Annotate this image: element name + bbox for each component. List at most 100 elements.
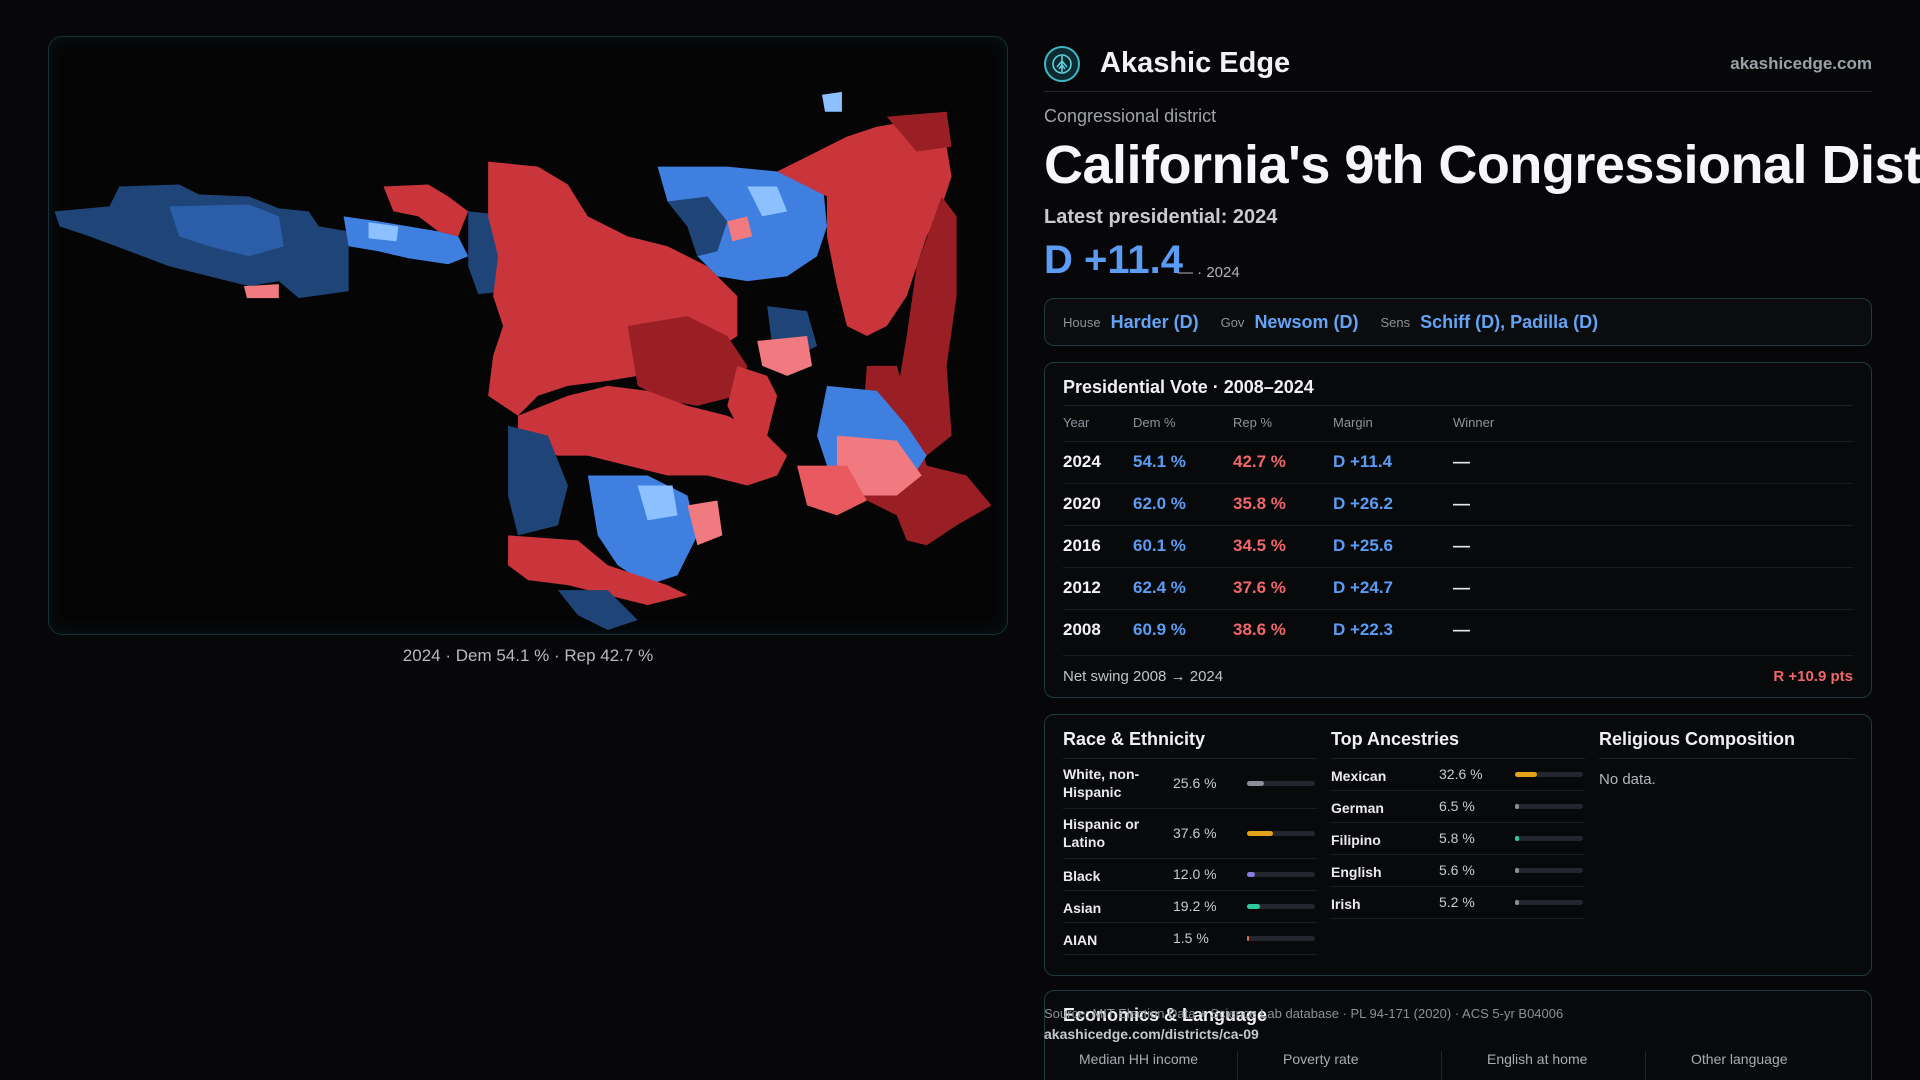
row-winner: — [1453,578,1470,597]
table-row: 2012 62.4 % 37.6 % D +24.7 — [1063,567,1853,609]
map-caption: 2024 · Dem 54.1 % · Rep 42.7 % [402,646,654,665]
ancestry-percent: 6.5 % [1439,798,1475,814]
ancestry-bar-fill [1515,772,1538,777]
col-rep: Rep % [1233,415,1273,430]
race-label: Hispanic or Latino [1063,816,1140,850]
map-region[interactable] [777,121,952,336]
house-label: House [1063,314,1101,330]
race-label: Black [1063,868,1101,884]
row-year: 2024 [1063,452,1101,471]
governor-link[interactable]: Newsom (D) [1254,311,1359,332]
race-percent: 1.5 % [1173,930,1209,946]
map-region[interactable] [896,196,957,456]
source-url-link[interactable]: akashicedge.com/districts/ca-09 [1044,1026,1259,1042]
race-bar [1247,904,1315,909]
ancestry-label: German [1331,800,1384,816]
demographics-card: Race & Ethnicity White, non-Hispanic 25.6… [1044,714,1872,976]
officials-bar: House Harder (D) Gov Newsom (D) Sens Sch… [1044,298,1872,346]
race-row: Black 12.0 % [1063,859,1317,891]
race-percent: 19.2 % [1173,898,1217,914]
econ-english-home: English at home [1487,1051,1588,1067]
row-dem: 62.0 % [1133,494,1186,513]
race-bar-fill [1247,904,1261,909]
map-region[interactable] [169,204,284,257]
ancestry-bar [1515,772,1583,777]
source-note: Source: MIT Election Data + Science Lab … [1044,1006,1564,1021]
race-label: White, non-Hispanic [1063,766,1140,800]
race-label: Asian [1063,900,1102,916]
map-region[interactable] [383,184,469,237]
map-region[interactable] [727,365,778,436]
religion-empty: No data. [1599,771,1656,788]
table-row: 2016 60.1 % 34.5 % D +25.6 — [1063,525,1853,567]
map-region[interactable] [836,435,922,496]
race-bar-fill [1247,872,1256,877]
house-rep-link[interactable]: Harder (D) [1110,311,1199,332]
precinct-map-svg[interactable] [49,37,1007,634]
map-region[interactable] [687,500,723,546]
ancestry-row: Filipino 5.8 % [1331,823,1585,855]
row-year: 2012 [1063,578,1101,597]
ancestry-row: Irish 5.2 % [1331,887,1585,919]
ancestry-bar-fill [1515,868,1519,873]
sens-label: Sens [1380,314,1411,330]
table-row: 2020 62.0 % 35.8 % D +26.2 — [1063,483,1853,525]
map-region[interactable] [757,335,813,376]
divider [1441,1051,1442,1080]
map-region[interactable] [508,535,688,606]
brand-header: Akashic Edge akashicedge.com [1044,36,1872,92]
ancestry-label: Irish [1331,896,1361,912]
net-swing-label: Net swing 2008 → 2024 [1063,668,1224,685]
race-label: AIAN [1063,932,1098,948]
map-region[interactable] [727,216,753,242]
net-swing: Net swing 2008 → 2024 R +10.9 pts [1063,655,1853,685]
tree-glyph-icon[interactable] [1044,45,1080,82]
district-type: Congressional district [1044,106,1217,126]
row-rep: 42.7 % [1233,452,1286,471]
latest-margin-sub: — · 2024 [1178,264,1240,281]
map-region[interactable] [886,111,952,152]
map-region[interactable] [508,425,568,536]
race-percent: 37.6 % [1173,825,1217,841]
row-rep: 38.6 % [1233,620,1286,639]
col-margin: Margin [1333,415,1373,430]
map-region[interactable] [797,465,867,516]
brand-url-link[interactable]: akashicedge.com [1730,53,1872,73]
map-region[interactable] [557,590,638,631]
ancestry-row: German 6.5 % [1331,791,1585,823]
row-margin: D +11.4 [1333,452,1393,471]
map-region[interactable] [822,91,842,112]
presidential-title: Presidential Vote · 2008–2024 [1063,377,1314,397]
col-winner: Winner [1453,415,1495,430]
economics-card: Economics & Language Median HH income Po… [1044,990,1872,1080]
map-region[interactable] [667,196,728,257]
brand-name[interactable]: Akashic Edge [1100,47,1291,79]
col-year: Year [1063,415,1090,430]
row-margin: D +26.2 [1333,494,1394,513]
map-region[interactable] [243,284,279,299]
map-region[interactable] [747,186,788,217]
row-winner: — [1453,536,1470,555]
ancestry-bar-fill [1515,804,1520,809]
ancestry-label: Mexican [1331,768,1387,784]
map-region[interactable] [518,385,788,486]
ancestry-row: English 5.6 % [1331,855,1585,887]
economics-title: Economics & Language [1063,1005,1268,1025]
table-row: 2024 54.1 % 42.7 % D +11.4 — [1063,441,1853,483]
row-winner: — [1453,620,1470,639]
net-swing-value: R +10.9 pts [1773,668,1853,685]
race-percent: 12.0 % [1173,866,1217,882]
district-map[interactable] [48,36,1008,635]
econ-poverty-rate: Poverty rate [1283,1051,1359,1067]
col-dem: Dem % [1133,415,1176,430]
map-region[interactable] [368,222,399,242]
race-row: Asian 19.2 % [1063,891,1317,923]
latest-presidential-label: Latest presidential: 2024 [1044,206,1278,228]
econ-other-language: Other language [1691,1051,1788,1067]
ancestry-bar-fill [1515,836,1519,841]
religion-section: Religious Composition No data. [1599,729,1855,788]
map-region[interactable] [627,316,748,406]
map-region[interactable] [637,485,678,521]
senators-link[interactable]: Schiff (D), Padilla (D) [1420,311,1599,332]
row-rep: 37.6 % [1233,578,1286,597]
